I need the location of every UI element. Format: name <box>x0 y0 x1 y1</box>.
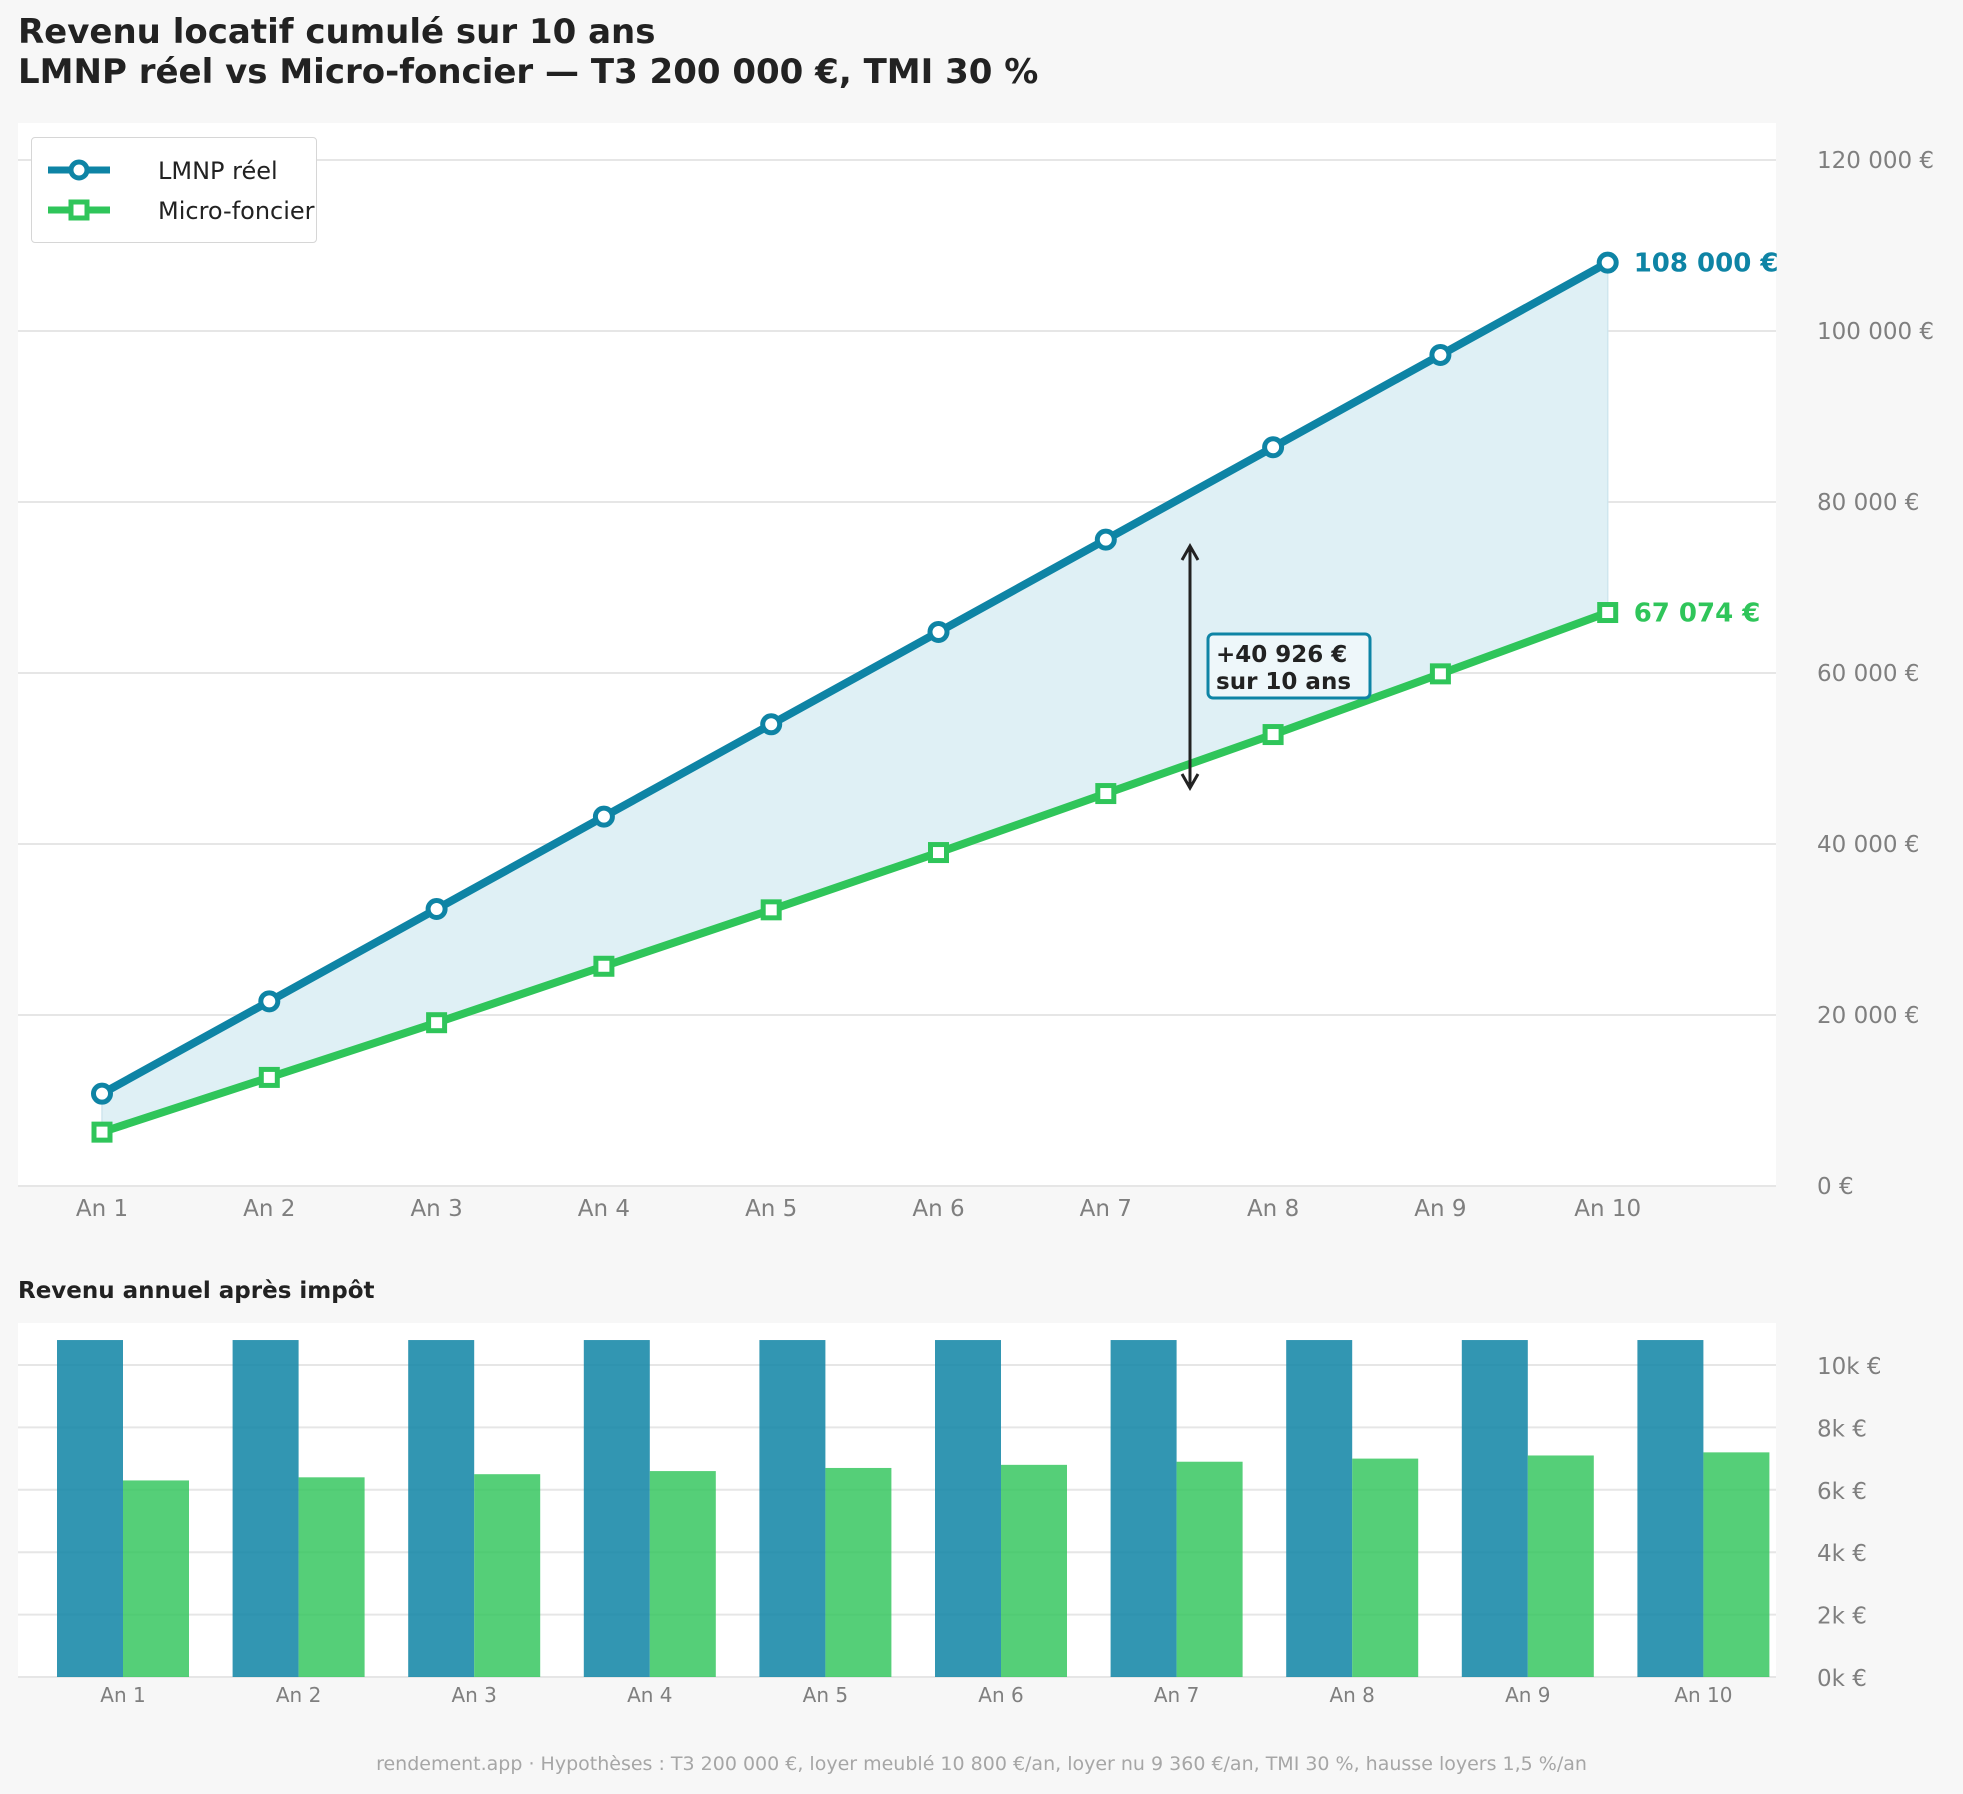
bar-plot-area <box>18 1323 1776 1677</box>
bar-x-tick-label: An 1 <box>100 1683 145 1707</box>
end-label-lmnp: 108 000 € <box>1634 249 1779 279</box>
x-tick-label: An 3 <box>410 1196 462 1222</box>
bar-x-tick-label: An 4 <box>627 1683 672 1707</box>
legend-item-lmnp: LMNP réel <box>48 154 308 186</box>
point-lmnp <box>927 620 950 643</box>
bar-micro <box>474 1474 541 1677</box>
bar-y-tick-label: 8k € <box>1817 1416 1867 1442</box>
x-tick-label: An 9 <box>1414 1196 1466 1222</box>
annotation-box <box>1206 632 1372 700</box>
y-tick-label: 80 000 € <box>1817 490 1919 516</box>
point-lmnp <box>1429 343 1452 366</box>
series-line-lmnp <box>100 259 1610 1098</box>
end-label-micro: 67 074 € <box>1634 599 1761 629</box>
bar-micro <box>1352 1458 1419 1677</box>
gap-arrow-head-down <box>1180 773 1200 792</box>
point-lmnp <box>592 805 615 828</box>
y-tick-label: 100 000 € <box>1817 319 1934 345</box>
bar-y-tick-label: 6k € <box>1817 1479 1867 1505</box>
bar-micro <box>1703 1452 1770 1677</box>
footer-note: rendement.app · Hypothèses : T3 200 000 … <box>376 1753 1587 1775</box>
bar-micro <box>1001 1464 1067 1677</box>
bar-lmnp <box>408 1340 475 1677</box>
bar-y-tick-label: 0k € <box>1817 1666 1867 1692</box>
point-micro <box>426 1012 448 1034</box>
legend: LMNP réel Micro-foncier <box>31 137 317 243</box>
point-lmnp <box>1596 251 1619 274</box>
bar-x-tick-label: An 7 <box>1154 1683 1199 1707</box>
title-line-2: LMNP réel vs Micro-foncier — T3 200 000 … <box>18 52 1039 92</box>
y-tick-label: 40 000 € <box>1817 832 1919 858</box>
bar-micro <box>123 1480 189 1677</box>
bar-x-tick-label: An 3 <box>451 1683 496 1707</box>
x-tick-label: An 8 <box>1247 1196 1299 1222</box>
point-micro <box>928 842 949 864</box>
bar-micro <box>649 1471 716 1677</box>
x-tick-label: An 5 <box>745 1196 797 1222</box>
x-tick-label: An 2 <box>243 1196 295 1222</box>
bar-lmnp <box>759 1340 826 1677</box>
legend-item-micro: Micro-foncier <box>48 194 315 226</box>
y-tick-label: 20 000 € <box>1817 1003 1919 1029</box>
bar-lmnp <box>1286 1340 1353 1677</box>
bar-lmnp <box>935 1340 1001 1677</box>
point-micro <box>1429 663 1451 685</box>
annotation-line-1: +40 926 € <box>1216 642 1347 668</box>
bar-micro <box>825 1467 892 1677</box>
point-lmnp <box>91 1082 113 1105</box>
bar-lmnp <box>57 1340 123 1677</box>
bar-x-tick-label: An 2 <box>276 1683 321 1707</box>
point-micro <box>593 955 615 977</box>
point-micro <box>91 1121 113 1143</box>
point-micro <box>1095 783 1117 805</box>
gap-arrow-head-up <box>1180 542 1200 561</box>
legend-lmnp-marker <box>48 159 110 181</box>
bar-lmnp <box>232 1340 299 1677</box>
x-tick-label: An 1 <box>76 1196 128 1222</box>
series-line-micro <box>100 608 1610 1136</box>
bar-x-tick-label: An 5 <box>803 1683 848 1707</box>
x-tick-label: An 7 <box>1080 1196 1132 1222</box>
bar-micro <box>1176 1461 1243 1677</box>
chart-title: Revenu locatif cumulé sur 10 ans LMNP ré… <box>18 12 1038 92</box>
bar-x-tick-label: An 6 <box>978 1683 1023 1707</box>
point-micro <box>760 899 782 921</box>
legend-label-lmnp: LMNP réel <box>158 157 278 185</box>
bar-micro <box>298 1477 365 1677</box>
bar-x-tick-label: An 8 <box>1329 1683 1374 1707</box>
bar-micro <box>1527 1455 1594 1677</box>
cumulative-line-chart: 0 € 20 000 € 40 000 € 60 000 € 80 000 € 100 0… <box>18 148 1935 1222</box>
title-line-1: Revenu locatif cumulé sur 10 ans <box>18 12 656 52</box>
point-lmnp <box>1262 436 1285 459</box>
bar-chart-title: Revenu annuel après impôt <box>18 1278 375 1304</box>
x-tick-label: An 6 <box>912 1196 964 1222</box>
point-micro <box>258 1066 280 1088</box>
bar-y-tick-label: 2k € <box>1817 1604 1867 1630</box>
bar-lmnp <box>1637 1340 1704 1677</box>
bar-y-tick-label: 10k € <box>1817 1354 1882 1380</box>
bar-lmnp <box>583 1340 650 1677</box>
y-tick-label: 60 000 € <box>1817 661 1919 687</box>
bar-x-tick-label: An 10 <box>1674 1683 1732 1707</box>
bar-lmnp <box>1461 1340 1528 1677</box>
point-lmnp <box>258 990 281 1013</box>
bar-x-tick-label: An 9 <box>1505 1683 1550 1707</box>
x-tick-label: An 4 <box>578 1196 630 1222</box>
point-lmnp <box>425 897 448 920</box>
legend-label-micro: Micro-foncier <box>158 197 315 225</box>
bar-y-tick-label: 4k € <box>1817 1541 1867 1567</box>
point-lmnp <box>760 713 783 736</box>
bar-lmnp <box>1110 1340 1177 1677</box>
annotation-line-2: sur 10 ans <box>1216 669 1351 695</box>
point-micro <box>1597 602 1619 624</box>
point-lmnp <box>1094 528 1117 551</box>
y-tick-label: 120 000 € <box>1817 148 1934 174</box>
legend-micro-marker <box>48 199 110 221</box>
point-micro <box>1262 724 1284 746</box>
y-tick-label: 0 € <box>1817 1174 1854 1200</box>
x-tick-label: An 10 <box>1574 1196 1641 1222</box>
